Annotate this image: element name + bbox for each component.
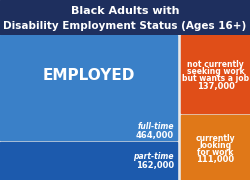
- Text: for work: for work: [197, 148, 234, 157]
- Text: looking: looking: [200, 141, 232, 150]
- Text: but wants a job: but wants a job: [182, 74, 249, 83]
- Text: not currently: not currently: [187, 60, 244, 69]
- Bar: [181, 115, 250, 180]
- Bar: [0, 143, 177, 180]
- Text: 464,000: 464,000: [136, 131, 174, 140]
- Text: full-time: full-time: [138, 122, 174, 131]
- Text: 162,000: 162,000: [136, 161, 174, 170]
- Text: Disability Employment Status (Ages 16+): Disability Employment Status (Ages 16+): [4, 21, 246, 31]
- Text: 111,000: 111,000: [196, 155, 234, 164]
- Bar: [0, 35, 177, 140]
- Text: EMPLOYED: EMPLOYED: [42, 68, 135, 83]
- Bar: [181, 35, 250, 113]
- Text: currently: currently: [196, 134, 235, 143]
- Text: Black Adults with: Black Adults with: [71, 6, 179, 16]
- Text: seeking work: seeking work: [187, 67, 244, 76]
- Text: part-time: part-time: [134, 152, 174, 161]
- Text: 137,000: 137,000: [196, 82, 234, 91]
